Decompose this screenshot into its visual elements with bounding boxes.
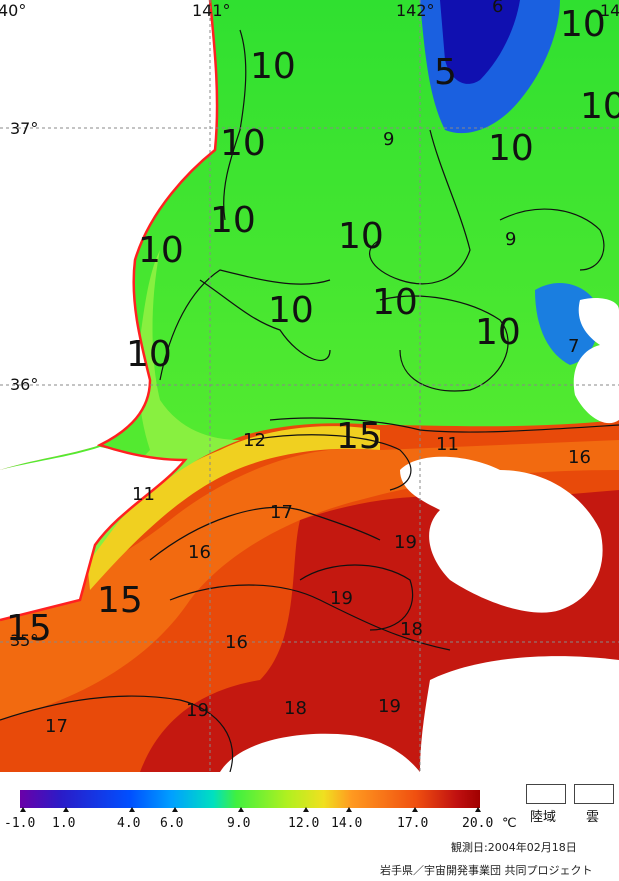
land-label: 陸域 xyxy=(530,810,557,825)
contour-label: 19 xyxy=(394,532,417,553)
lon-label: 40° xyxy=(0,1,26,20)
contour-label: 10 xyxy=(250,46,296,87)
contour-label: 16 xyxy=(568,447,591,468)
colorbar-tick-label: 1.0 xyxy=(52,816,76,831)
cloud-patch xyxy=(400,456,603,613)
isotherm-line xyxy=(499,208,605,271)
orange-band xyxy=(0,440,619,720)
colorbar-tick xyxy=(412,807,418,812)
isotherm-line xyxy=(299,564,414,631)
contour-label: 18 xyxy=(400,619,423,640)
isotherm-line xyxy=(249,434,412,491)
contour-label: 19 xyxy=(378,696,401,717)
isotherm-line xyxy=(199,279,331,361)
land-boso xyxy=(0,447,185,620)
contour-label: 19 xyxy=(186,700,209,721)
colorbar-tick xyxy=(346,807,352,812)
lon-label: 14 xyxy=(600,1,619,20)
colorbar xyxy=(20,790,481,812)
contour-label: 7 xyxy=(568,336,579,357)
cloud-patch xyxy=(220,733,420,772)
contour-label: 11 xyxy=(132,484,155,505)
contour-label: 10 xyxy=(372,282,418,323)
yellow-front xyxy=(85,426,380,590)
cloud-swatch xyxy=(574,784,614,804)
contour-label: 19 xyxy=(330,588,353,609)
cloud-label: 雲 xyxy=(586,810,600,825)
contour-label: 10 xyxy=(560,4,606,45)
lat-label: 37° xyxy=(10,119,38,138)
land-honshu xyxy=(0,0,218,470)
colorbar-tick-label: 4.0 xyxy=(117,816,141,831)
coastline xyxy=(0,0,219,622)
contour-label: 5 xyxy=(434,52,457,93)
colorbar-tick xyxy=(238,807,244,812)
isotherm-line xyxy=(149,506,381,561)
lon-label: 142° xyxy=(396,1,435,20)
contour-label: 16 xyxy=(188,542,211,563)
colorbar-tick xyxy=(475,807,481,812)
colorbar-tick xyxy=(20,807,26,812)
cloud-patch xyxy=(573,298,619,424)
contour-label: 6 xyxy=(492,0,503,17)
colorbar-tick xyxy=(303,807,309,812)
contour-label: 10 xyxy=(268,290,314,331)
contour-label: 16 xyxy=(225,632,248,653)
colorbar-tick-label: 14.0 xyxy=(331,816,363,831)
isotherm-line xyxy=(379,295,509,392)
contour-label: 10 xyxy=(488,128,534,169)
lat-label: 35° xyxy=(10,631,38,650)
colorbar-tick xyxy=(129,807,135,812)
isotherm-line xyxy=(159,269,331,381)
contour-label: 11 xyxy=(436,434,459,455)
contour-label: 9 xyxy=(505,229,516,250)
contour-label: 10 xyxy=(338,216,384,257)
contour-label: 15 xyxy=(97,580,143,621)
isotherm-line xyxy=(269,417,619,433)
land-swatch xyxy=(526,784,566,804)
contour-label: 10 xyxy=(475,312,521,353)
cloud-patch xyxy=(420,656,619,772)
isotherm-line xyxy=(223,29,247,221)
cold-core xyxy=(440,0,520,84)
contour-label: 17 xyxy=(270,502,293,523)
contour-label: 10 xyxy=(580,86,619,127)
contour-label: 10 xyxy=(220,123,266,164)
unit-label: ℃ xyxy=(502,816,517,831)
isotherm-line xyxy=(369,129,471,285)
contour-label: 18 xyxy=(284,698,307,719)
colorbar-tick-label: 12.0 xyxy=(288,816,320,831)
lon-label: 141° xyxy=(192,1,231,20)
contour-label: 10 xyxy=(210,200,256,241)
colorbar-tick xyxy=(63,807,69,812)
project-credit: 岩手県／宇宙開発事業団 共同プロジェクト xyxy=(380,864,593,877)
colorbar-gradient xyxy=(20,790,480,808)
isotherm-line xyxy=(169,584,451,651)
isotherm-line xyxy=(0,695,234,772)
colorbar-tick-label: 17.0 xyxy=(397,816,429,831)
contour-label: 15 xyxy=(6,608,52,649)
contour-label: 10 xyxy=(126,334,172,375)
lat-label: 36° xyxy=(10,375,38,394)
colorbar-tick-label: 9.0 xyxy=(227,816,251,831)
colorbar-tick xyxy=(172,807,178,812)
observation-date: 観測日:2004年02月18日 xyxy=(451,841,577,854)
colorbar-tick-label: 20.0 xyxy=(462,816,494,831)
contour-label: 17 xyxy=(45,716,68,737)
contour-label: 12 xyxy=(243,430,266,451)
contour-label: 10 xyxy=(138,230,184,271)
sst-map: 40° 141° 142° 14 37° 36° 35° 10 10 10 10… xyxy=(0,0,619,772)
colorbar-tick-label: 6.0 xyxy=(160,816,184,831)
contour-label: 15 xyxy=(336,416,382,457)
contour-label: 9 xyxy=(383,129,394,150)
colorbar-tick-label: -1.0 xyxy=(4,816,36,831)
